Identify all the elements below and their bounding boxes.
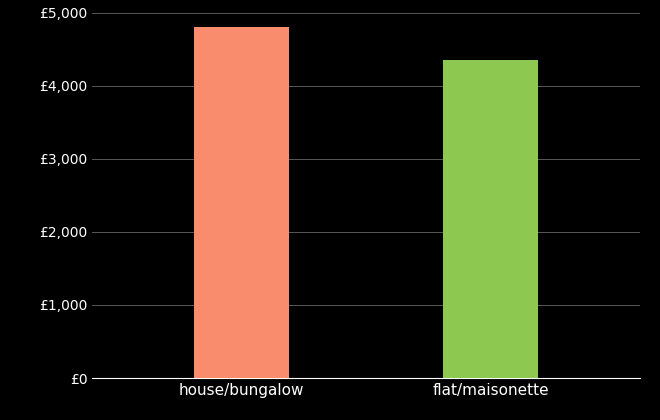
Bar <box>444 60 538 378</box>
Bar <box>195 27 289 378</box>
